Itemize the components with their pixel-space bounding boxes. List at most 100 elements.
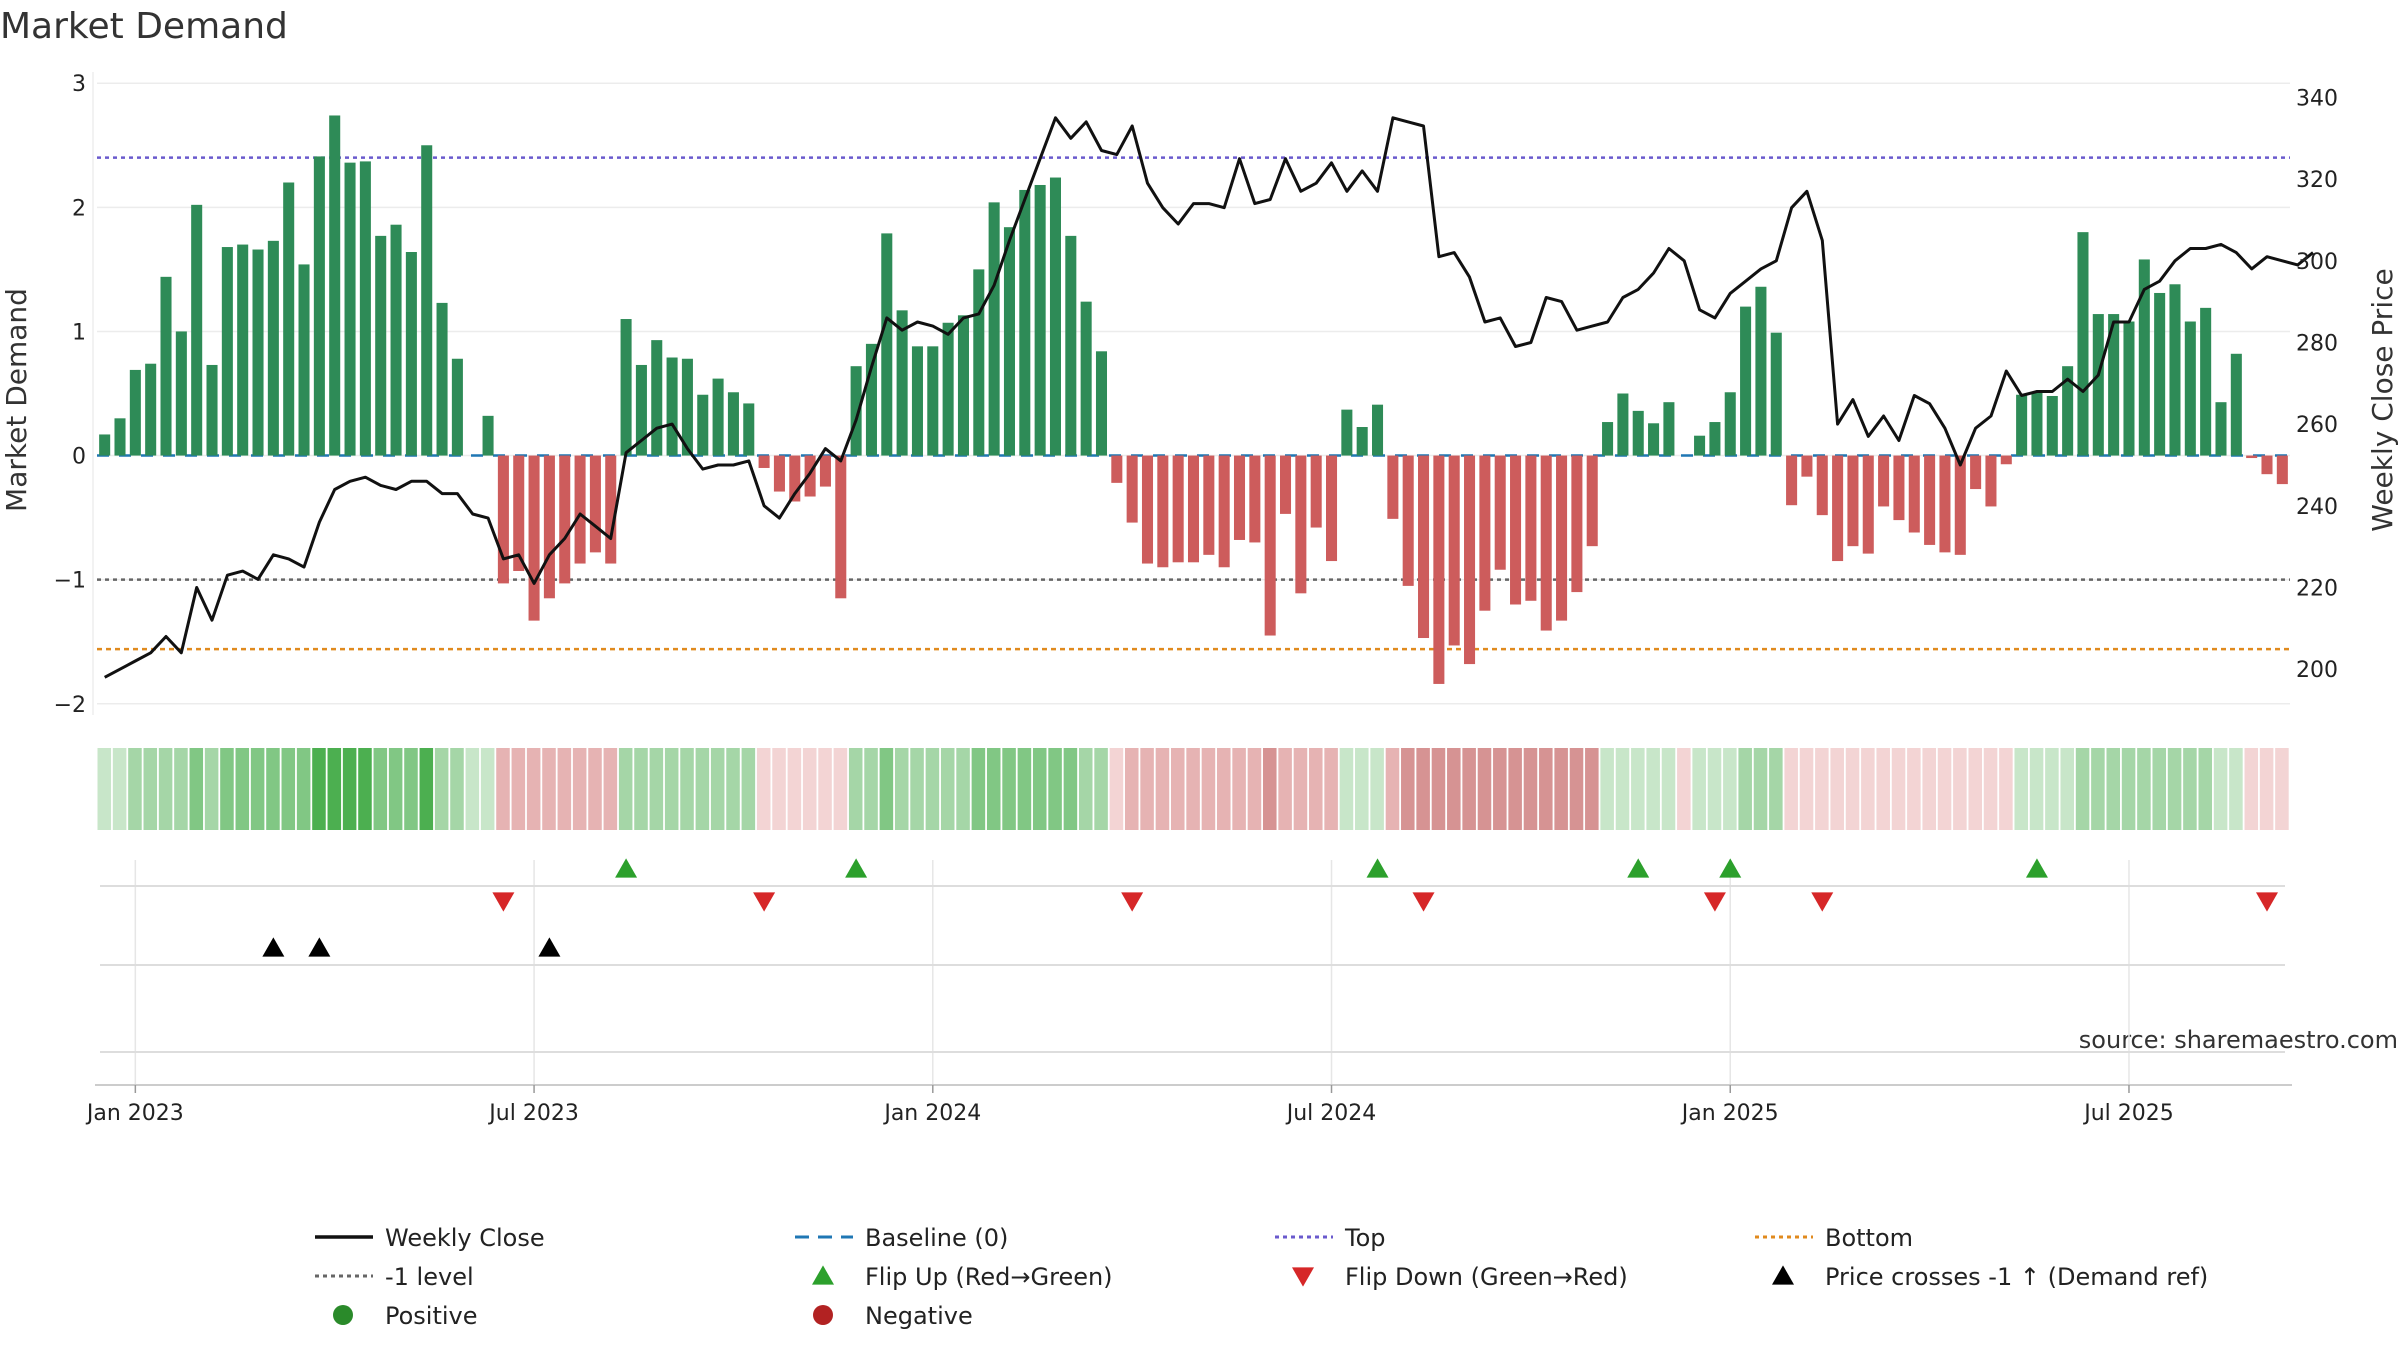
- color-strip-cell: [1554, 748, 1568, 830]
- demand-bar-positive: [191, 204, 203, 456]
- flip-up-marker: [1719, 858, 1742, 878]
- color-strip-cell: [1078, 748, 1093, 830]
- y-right-tick-label: 300: [2296, 250, 2338, 275]
- color-strip-cell: [1493, 748, 1507, 830]
- color-strip-cell: [1278, 748, 1292, 830]
- demand-bar-positive: [697, 394, 709, 456]
- color-strip-cell: [1309, 748, 1323, 830]
- demand-bar-positive: [129, 369, 141, 456]
- demand-bar-positive: [896, 310, 908, 456]
- y-right-tick-label: 220: [2296, 576, 2338, 601]
- demand-bar-negative: [758, 455, 770, 468]
- color-strip-cell: [1109, 748, 1124, 830]
- color-strip-cell: [1385, 748, 1400, 830]
- legend-item: Flip Up (Red→Green): [812, 1263, 1113, 1291]
- legend-label: Negative: [865, 1302, 973, 1330]
- flip-down-marker: [1121, 892, 1144, 912]
- color-strip-cell: [1891, 748, 1906, 830]
- legend-item: Top: [1275, 1224, 1386, 1252]
- x-tick-label: Jul 2023: [487, 1101, 579, 1126]
- demand-bar-positive: [237, 244, 249, 456]
- demand-bar-positive: [145, 363, 157, 456]
- color-strip-cell: [879, 748, 894, 830]
- flip-down-marker: [492, 892, 515, 912]
- demand-bar-positive: [1740, 306, 1752, 456]
- legend: Weekly Close Baseline (0) Top Bottom -1 leve…: [315, 1224, 2208, 1330]
- demand-bar-positive: [988, 202, 1000, 456]
- flip-down-marker: [1811, 892, 1834, 912]
- color-strip-cell: [1477, 748, 1492, 830]
- legend-item: Bottom: [1755, 1224, 1913, 1252]
- color-strip-cell: [1738, 748, 1752, 830]
- demand-bar-positive: [1602, 422, 1614, 456]
- color-strip-cell: [2259, 748, 2274, 830]
- legend-item: Flip Down (Green→Red): [1292, 1263, 1628, 1291]
- y-left-tick-label: 1: [72, 320, 86, 345]
- demand-bar-positive: [850, 366, 862, 456]
- color-strip-cell: [1723, 748, 1737, 830]
- demand-bar-positive: [957, 315, 969, 456]
- color-strip-cell: [741, 748, 756, 830]
- color-strip-cell: [1784, 748, 1798, 830]
- demand-bar-positive: [1095, 351, 1108, 456]
- legend-label: -1 level: [385, 1263, 474, 1291]
- demand-bar-negative: [1816, 455, 1828, 516]
- demand-bar-negative: [1862, 455, 1874, 554]
- demand-bar-negative: [789, 455, 801, 502]
- y-right-tick-label: 200: [2296, 658, 2338, 683]
- demand-bar-negative: [1172, 455, 1184, 563]
- legend-triangle-up-icon: [812, 1265, 834, 1285]
- color-strip-cell: [2029, 748, 2044, 830]
- color-strip-cell: [2198, 748, 2213, 830]
- demand-bar-positive: [1648, 423, 1660, 456]
- demand-bar-negative: [1418, 455, 1430, 639]
- color-strip-cell: [787, 748, 802, 830]
- demand-bar-positive: [2169, 284, 2181, 456]
- color-strip-cell: [956, 748, 970, 830]
- demand-bar-negative: [1586, 455, 1598, 547]
- color-strip-cell: [296, 748, 311, 830]
- color-strip-cell: [2045, 748, 2059, 830]
- legend-triangle-down-icon: [1292, 1267, 1314, 1287]
- color-strip-cell: [2121, 748, 2136, 830]
- color-strip-cell: [158, 748, 173, 830]
- color-strip-cell: [465, 748, 480, 830]
- demand-bar-positive: [175, 331, 187, 456]
- demand-bar-positive: [2046, 395, 2058, 456]
- flip-down-marker: [2255, 892, 2278, 912]
- color-strip-cell: [557, 748, 572, 830]
- color-strip-cell: [1539, 748, 1553, 830]
- demand-bar-positive: [1049, 177, 1061, 456]
- legend-label: Positive: [385, 1302, 478, 1330]
- demand-bar-positive: [283, 182, 295, 456]
- color-strip-cell: [1922, 748, 1936, 830]
- demand-bar-negative: [804, 455, 816, 497]
- demand-bar-negative: [1494, 455, 1506, 570]
- color-strip-cell: [1462, 748, 1476, 830]
- color-strip-cell: [1799, 748, 1814, 830]
- flip-up-marker: [845, 858, 868, 878]
- color-strip-cell: [2091, 748, 2105, 830]
- demand-bar-negative: [497, 455, 509, 584]
- demand-bar-negative: [1157, 455, 1169, 568]
- color-strip-cell: [143, 748, 158, 830]
- color-strip-cell: [1017, 748, 1032, 830]
- y-left-tick-label: 2: [72, 196, 86, 221]
- demand-bar-negative: [1187, 455, 1200, 563]
- price-cross-marker: [262, 937, 285, 957]
- demand-bar-positive: [942, 322, 954, 456]
- color-strip-cell: [1401, 748, 1415, 830]
- demand-bar-positive: [727, 392, 739, 456]
- color-strip-cell: [1937, 748, 1952, 830]
- color-strip-cell: [1508, 748, 1522, 830]
- event-markers: [262, 858, 2278, 957]
- demand-bar-positive: [1356, 427, 1368, 456]
- color-strip-cell: [1447, 748, 1461, 830]
- demand-bar-negative: [1264, 455, 1276, 636]
- demand-bar-positive: [1617, 393, 1629, 456]
- color-strip-cell: [2275, 748, 2289, 830]
- demand-bar-negative: [1908, 455, 1920, 533]
- color-strip-cell: [342, 748, 357, 830]
- y-left-tick-label: 0: [72, 445, 86, 470]
- x-tick-label: Jul 2024: [1285, 1101, 1377, 1126]
